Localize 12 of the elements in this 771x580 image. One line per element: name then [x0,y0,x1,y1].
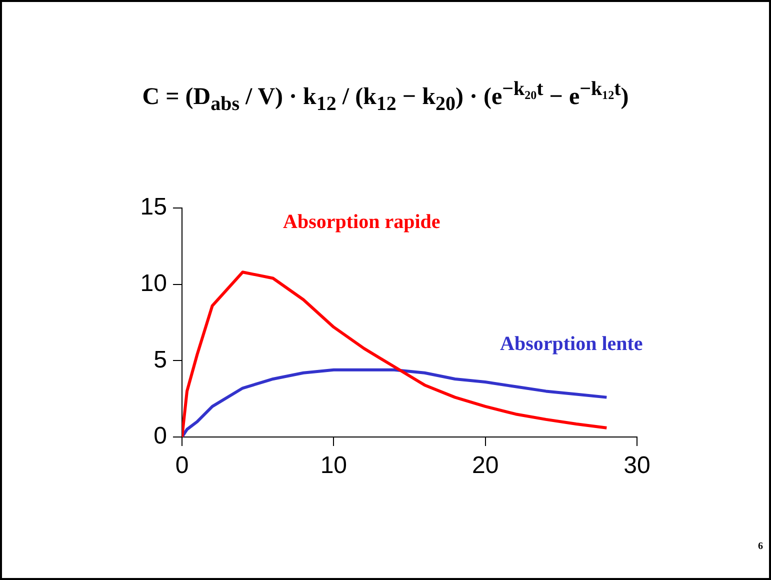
text: 6 [758,541,763,552]
x-tick-label: 20 [472,452,499,480]
y-tick-label: 15 [140,194,167,221]
chart-title: C = (D$_{abs}$ / V) · k$_{12}$ / (k$_{12}$ − k$_{20}$) · (e$^{−k₂₀t}$ − e$^{−k₁₂t}$) [142,78,629,115]
series-label: Absorption lente [500,333,643,355]
y-tick-label: 10 [140,270,167,297]
x-tick-label: 10 [320,452,348,480]
text: Absorption rapide [283,211,440,233]
x-tick-label: 0 [175,452,189,480]
y-tick-label: 0 [154,422,167,450]
x-tick-label: 30 [624,452,650,480]
y-tick-label: 5 [154,346,167,374]
